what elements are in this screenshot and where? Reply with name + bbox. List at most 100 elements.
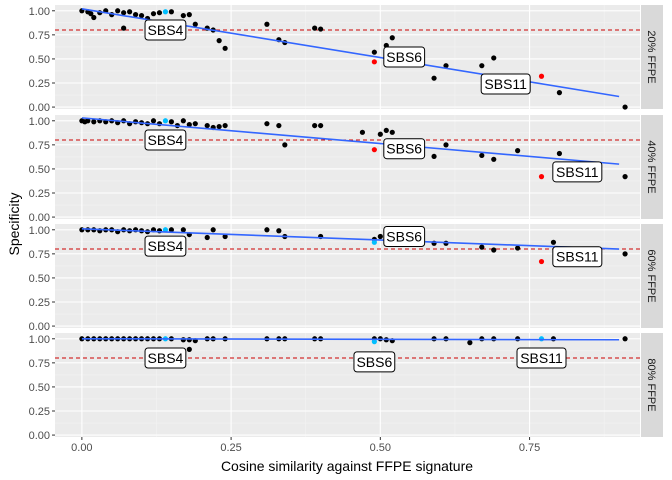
y-tick-label: 0.75: [29, 358, 50, 370]
data-point: [377, 131, 383, 137]
y-tick-label: 0.25: [29, 188, 50, 200]
y-tick-label: 1.00: [29, 334, 50, 346]
data-point: [127, 9, 133, 15]
data-point: [383, 127, 389, 134]
data-point-highlight-blue: [371, 239, 377, 245]
signature-label: SBS11: [516, 347, 567, 369]
trend-line: [81, 117, 620, 165]
data-point: [515, 148, 521, 154]
facet-strip-label: 80% FFPE: [645, 358, 657, 411]
y-tick-label: 0.25: [29, 78, 50, 90]
data-point-highlight-blue: [162, 118, 169, 124]
y-axis-title: Specificity: [6, 192, 22, 255]
data-point: [121, 25, 127, 31]
facet-panel: SBS4 SBS6 SBS11 80% FFPE: [55, 333, 663, 437]
signature-label-box: [552, 246, 603, 268]
x-tick-label: 0.50: [370, 442, 391, 454]
data-point: [138, 12, 145, 19]
data-point: [168, 227, 175, 233]
data-point: [467, 340, 473, 346]
data-point: [210, 227, 216, 233]
data-point-highlight-blue: [162, 9, 169, 15]
data-point: [491, 156, 497, 162]
trend-line: [81, 228, 620, 250]
data-point: [168, 119, 175, 125]
data-point-highlight-red: [538, 174, 545, 180]
y-tick-label: 0.50: [29, 54, 50, 66]
data-point: [491, 247, 497, 253]
x-tick-label: 0.00: [71, 442, 92, 454]
data-point: [318, 26, 324, 32]
data-point: [168, 9, 175, 15]
data-point: [389, 129, 395, 135]
signature-label-text: SBS4: [148, 350, 184, 366]
y-tick-label: 0.75: [29, 140, 50, 152]
signature-label-box: [516, 347, 567, 369]
y-tick-label: 0.75: [29, 249, 50, 261]
data-point: [479, 244, 485, 250]
facet-strip: [641, 333, 663, 437]
data-point: [91, 119, 97, 125]
signature-label: SBS4: [144, 19, 187, 41]
data-point: [150, 11, 157, 17]
data-point-highlight-red: [538, 258, 545, 265]
data-point: [150, 118, 157, 124]
data-point: [121, 10, 127, 16]
data-point: [276, 228, 282, 234]
data-point: [264, 121, 270, 127]
data-point: [622, 104, 628, 110]
signature-label-box: [383, 46, 426, 68]
signature-label-text: SBS6: [386, 49, 422, 65]
data-point: [389, 35, 395, 41]
y-tick-label: 0.00: [29, 102, 50, 114]
chart-axes: 0.000.250.500.751.000.000.250.500.751.00…: [29, 6, 541, 454]
signature-label-box: [552, 161, 603, 183]
data-point: [622, 251, 628, 257]
data-point: [85, 118, 91, 124]
signature-label-box: [144, 235, 187, 257]
signature-label: SBS11: [552, 246, 603, 268]
y-tick-label: 0.00: [29, 212, 50, 224]
facet-strip: [641, 224, 663, 328]
panel-background: [55, 115, 640, 219]
chart-panels: SBS4 SBS6 SBS11 20% FFPE SBS4 SBS6 SBS11 40% FF…: [55, 5, 663, 437]
y-tick-label: 0.75: [29, 30, 50, 42]
data-point: [377, 233, 383, 240]
x-tick-label: 0.75: [519, 442, 540, 454]
facet-strip: [641, 115, 663, 219]
y-tick-label: 1.00: [29, 6, 50, 18]
facet-panel: SBS4 SBS6 SBS11 40% FFPE: [55, 115, 663, 219]
facet-strip: [641, 5, 663, 109]
data-point: [550, 239, 557, 245]
x-axis-title: Cosine similarity against FFPE signature: [221, 458, 473, 474]
data-point: [115, 8, 121, 14]
data-point: [79, 227, 85, 233]
data-point-highlight-red: [371, 147, 377, 153]
data-point: [479, 63, 485, 69]
signature-label-text: SBS4: [148, 132, 184, 148]
data-point: [431, 153, 437, 160]
signature-label-box: [353, 351, 396, 373]
data-point: [192, 21, 198, 27]
signature-label-text: SBS6: [386, 229, 422, 245]
data-point: [312, 122, 318, 129]
data-point: [550, 336, 557, 342]
signature-label-box: [144, 19, 187, 41]
data-point: [222, 45, 228, 51]
signature-label-box: [480, 73, 531, 95]
signature-label-box: [144, 347, 187, 369]
signature-label: SBS4: [144, 129, 187, 151]
facet-strip-label: 20% FFPE: [645, 30, 657, 83]
y-tick-label: 1.00: [29, 225, 50, 237]
facet-strip-label: 40% FFPE: [645, 140, 657, 193]
signature-label-text: SBS4: [148, 238, 184, 254]
data-point: [622, 336, 628, 342]
data-point: [264, 227, 270, 233]
data-point-highlight-blue: [162, 227, 169, 233]
signature-label-text: SBS11: [556, 249, 599, 265]
y-tick-label: 1.00: [29, 116, 50, 128]
signature-label-text: SBS11: [484, 76, 527, 92]
data-point: [622, 174, 628, 180]
data-point: [222, 233, 228, 240]
